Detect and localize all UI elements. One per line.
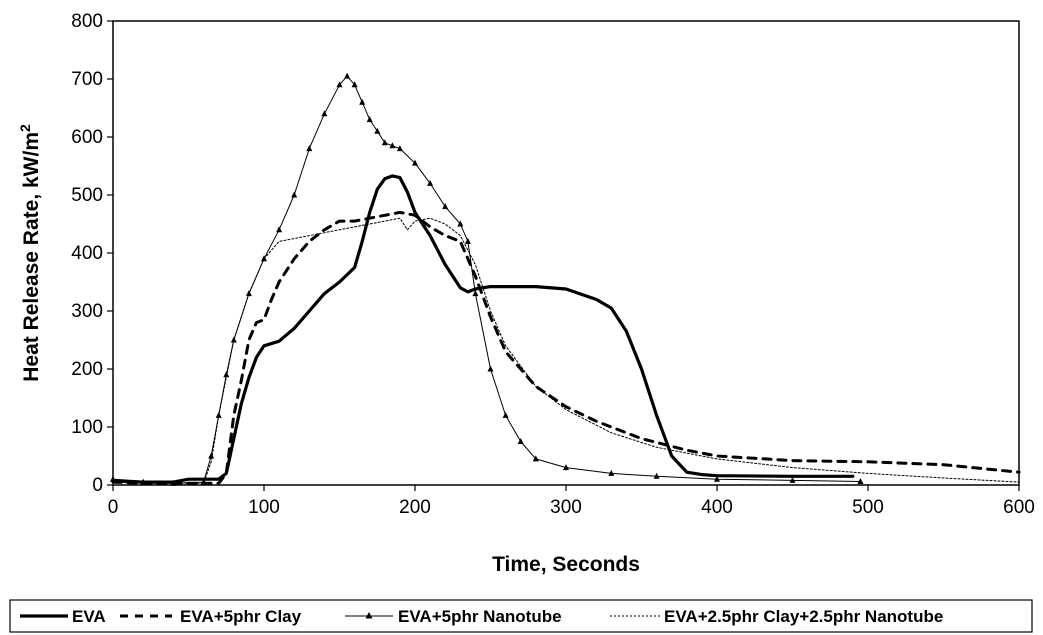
data-point-eva-5phr-nanotube bbox=[714, 475, 720, 482]
data-point-eva-5phr-nanotube bbox=[789, 476, 796, 483]
data-point-eva-5phr-nanotube bbox=[245, 290, 252, 297]
data-point-eva-5phr-nanotube bbox=[857, 478, 864, 484]
data-point-eva-5phr-nanotube bbox=[381, 139, 388, 146]
y-tick-label: 800 bbox=[71, 11, 103, 32]
y-tick-label: 400 bbox=[71, 243, 103, 264]
series-layer bbox=[110, 72, 1021, 486]
x-tick-label: 600 bbox=[1003, 497, 1035, 518]
y-tick-label: 700 bbox=[71, 69, 103, 90]
data-point-eva-5phr-nanotube bbox=[532, 455, 539, 462]
data-point-eva-5phr-nanotube bbox=[464, 237, 471, 244]
x-tick-label: 200 bbox=[399, 497, 431, 518]
data-point-eva-5phr-nanotube bbox=[208, 452, 215, 459]
data-point-eva-5phr-nanotube bbox=[517, 438, 524, 444]
data-point-eva-5phr-nanotube bbox=[374, 127, 381, 134]
data-point-eva-5phr-nanotube bbox=[396, 145, 403, 152]
data-point-eva-5phr-nanotube bbox=[366, 116, 373, 123]
data-point-eva-5phr-nanotube bbox=[502, 411, 509, 418]
data-point-eva-5phr-nanotube bbox=[291, 191, 298, 198]
x-axis-title: Time, Seconds bbox=[492, 553, 640, 576]
y-axis: 0 100 200 300 400 500 600 700 800 bbox=[71, 11, 113, 496]
data-point-eva-5phr-nanotube bbox=[223, 371, 230, 378]
y-tick-label: 300 bbox=[71, 301, 103, 322]
y-tick-label: 500 bbox=[71, 185, 103, 206]
data-point-eva-5phr-nanotube bbox=[412, 159, 418, 166]
data-point-eva-5phr-nanotube bbox=[653, 472, 660, 479]
data-point-eva-5phr-nanotube bbox=[487, 365, 494, 372]
data-point-eva-5phr-nanotube bbox=[563, 464, 569, 471]
series-line-eva-5phr-nanotube bbox=[112, 75, 861, 484]
y-axis-title-superscript: 2 bbox=[17, 124, 33, 132]
data-point-eva-5phr-nanotube bbox=[276, 226, 283, 233]
y-tick-label: 600 bbox=[71, 127, 103, 148]
data-point-eva-5phr-nanotube bbox=[321, 110, 328, 117]
data-point-eva-5phr-nanotube bbox=[472, 290, 479, 297]
data-point-eva-5phr-nanotube bbox=[457, 220, 464, 227]
series-line-eva-2-5phr-clay-2-5phr-nanotube bbox=[112, 217, 1020, 484]
data-point-eva-5phr-nanotube bbox=[427, 179, 434, 186]
y-axis-title-main: Heat Release Rate, kW/m bbox=[20, 132, 43, 382]
data-point-eva-5phr-nanotube bbox=[351, 81, 358, 88]
series-line-eva bbox=[111, 174, 855, 484]
legend: EVA EVA+5phr Clay EVA+5phr Nanotube EVA+… bbox=[9, 599, 1033, 633]
data-point-eva-5phr-nanotube bbox=[442, 203, 449, 210]
data-point-eva-5phr-nanotube bbox=[344, 72, 351, 79]
data-point-eva-5phr-nanotube bbox=[110, 475, 116, 482]
x-tick-label: 500 bbox=[852, 497, 884, 518]
data-point-eva-5phr-nanotube bbox=[389, 142, 396, 149]
data-point-eva-5phr-nanotube bbox=[336, 81, 343, 88]
x-axis: 0 100 200 300 400 500 600 bbox=[108, 485, 1035, 518]
legend-label-eva-nanotube: EVA+5phr Nanotube bbox=[398, 607, 562, 626]
legend-box bbox=[9, 599, 1033, 633]
y-tick-label: 0 bbox=[92, 475, 103, 496]
x-tick-label: 0 bbox=[108, 497, 119, 518]
legend-swatch-eva-nanotube-marker bbox=[365, 612, 373, 619]
data-point-eva-5phr-nanotube bbox=[608, 469, 615, 476]
series-line-eva-5phr-clay bbox=[111, 210, 1021, 485]
y-tick-label: 200 bbox=[71, 359, 103, 380]
data-point-eva-5phr-nanotube bbox=[359, 98, 366, 105]
legend-label-eva-clay-nanotube: EVA+2.5phr Clay+2.5phr Nanotube bbox=[664, 607, 943, 626]
x-tick-label: 300 bbox=[550, 497, 582, 518]
x-tick-label: 400 bbox=[701, 497, 733, 518]
y-tick-label: 100 bbox=[71, 417, 103, 438]
legend-label-eva-clay: EVA+5phr Clay bbox=[180, 607, 302, 626]
legend-label-eva: EVA bbox=[72, 607, 106, 626]
data-point-eva-5phr-nanotube bbox=[306, 145, 313, 152]
y-axis-title: Heat Release Rate, kW/m2 bbox=[17, 124, 43, 382]
plot-frame bbox=[112, 20, 1020, 486]
x-tick-label: 100 bbox=[248, 497, 280, 518]
